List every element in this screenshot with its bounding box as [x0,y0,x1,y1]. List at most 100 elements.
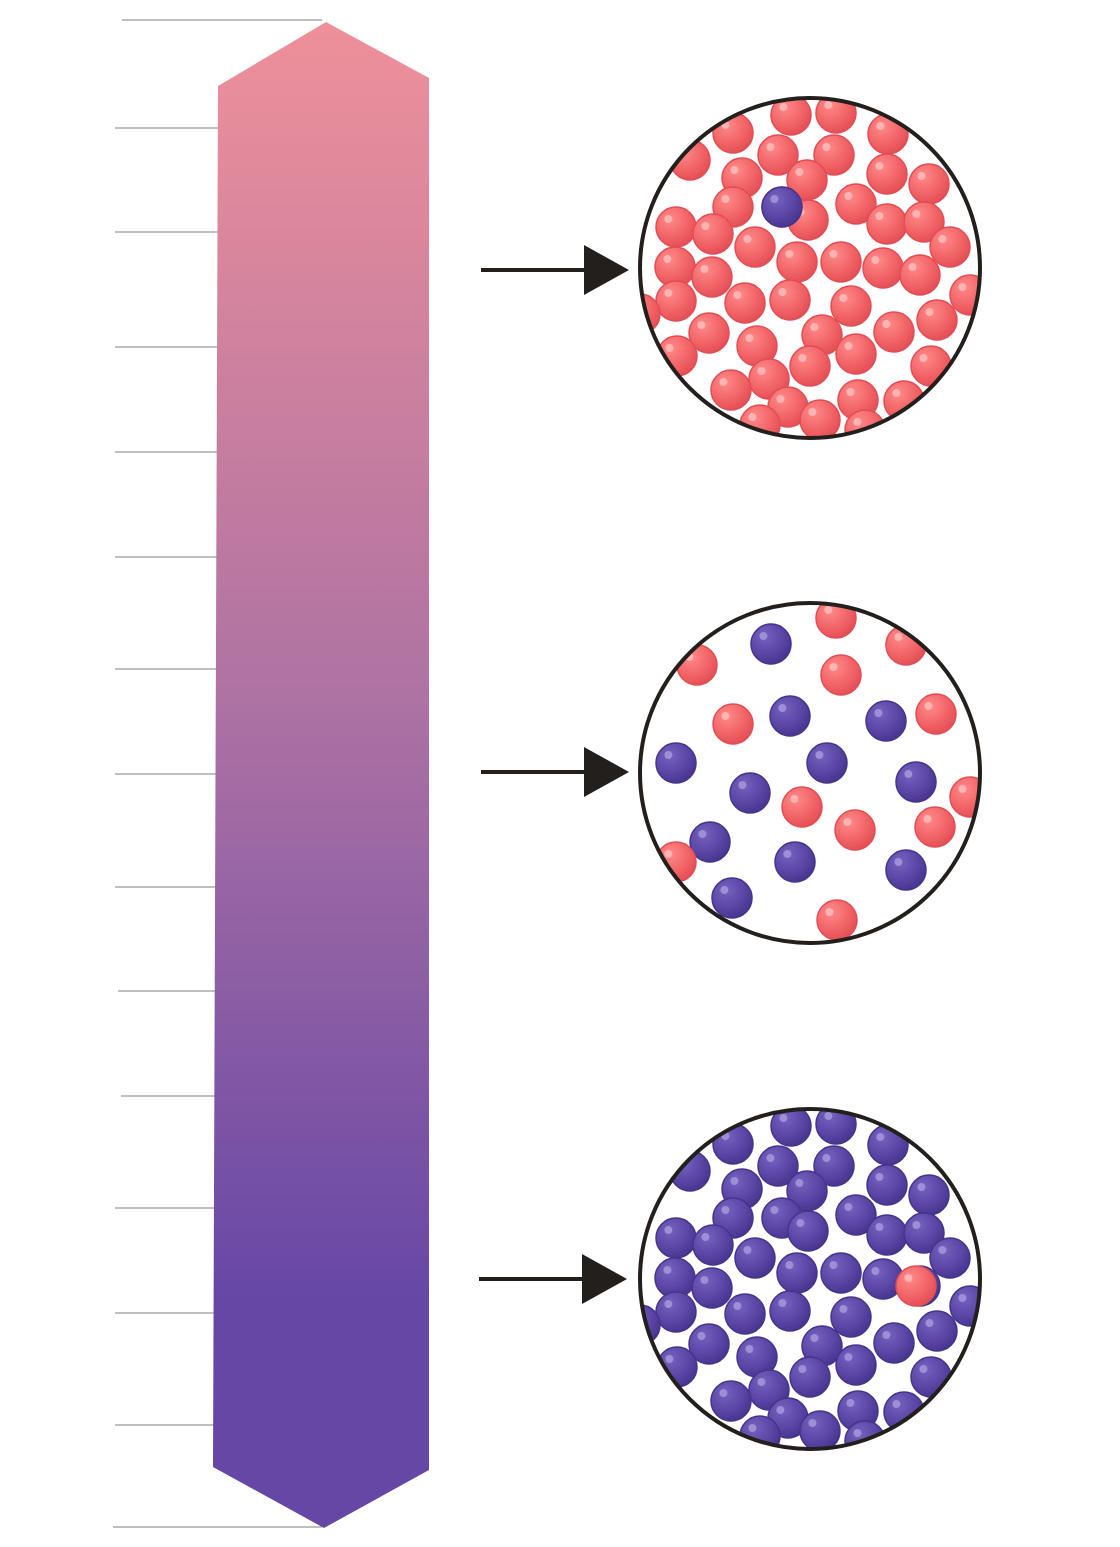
base-particle [908,1174,950,1216]
base-particle [750,623,792,665]
acid-particle [830,285,872,327]
sample-circle-bottom [638,1107,982,1451]
base-particle [774,841,816,883]
base-particle [895,761,937,803]
base-particle [724,1293,766,1335]
acid-particle [910,345,952,387]
base-particle [910,1356,952,1398]
arrow-bottom [479,1254,627,1304]
base-particle [787,1210,829,1252]
ph-gradient-bar [213,22,429,1528]
acid-particle [949,776,980,818]
sample-circle-middle [638,601,982,945]
base-particle [929,1237,971,1279]
acid-particle [903,201,945,243]
arrow-top [481,245,629,295]
acid-particle [899,254,941,296]
acid-particle [949,274,980,316]
base-particle [640,1304,661,1346]
acid-particle [915,693,957,735]
base-particle [711,877,753,919]
base-particle [862,1258,904,1300]
base-particle [873,1322,915,1364]
acid-particle [770,98,812,136]
base-particle [835,1344,877,1386]
base-particle [830,1296,872,1338]
base-particle [710,1380,752,1422]
base-particle [688,1323,730,1365]
base-particle [769,695,811,737]
base-particle [866,1164,908,1206]
base-particle [655,1217,697,1259]
base-particle [835,1194,877,1236]
acid-particle [712,703,754,745]
acid-particle [691,256,733,298]
acid-particle [688,312,730,354]
acid-particle [757,134,799,176]
acid-particle [866,153,908,195]
base-particle [903,1212,945,1254]
acid-particle [835,333,877,375]
base-particle [813,1145,855,1187]
base-particle [736,1336,778,1378]
acid-particle [769,279,811,321]
acid-particle [867,113,909,155]
acid-particle [789,345,831,387]
base-particle [655,742,697,784]
acid-particle [914,806,956,848]
base-particle [949,1285,980,1327]
acid-particle [895,1265,937,1307]
base-particle [769,1290,811,1332]
base-particle [655,1291,697,1333]
base-particle [770,1109,812,1147]
acid-particle [712,112,754,154]
base-particle [729,772,771,814]
base-particle [866,1214,908,1256]
particle-group [640,98,980,438]
base-particle [867,1124,909,1166]
base-particle [734,1237,776,1279]
acid-particle [781,786,823,828]
base-particle [692,1224,734,1266]
base-particle [761,186,803,228]
acid-particle [692,213,734,255]
acid-particle [655,206,697,248]
base-particle [885,849,927,891]
base-particle [820,1252,862,1294]
base-particle [689,821,731,863]
acid-particle [929,226,971,268]
base-particle [757,1145,799,1187]
acid-particle [820,241,862,283]
acid-particle [776,241,818,283]
base-particle [799,1410,841,1449]
arrow-middle [481,747,629,797]
acid-particle [916,299,958,341]
acid-particle [813,134,855,176]
acid-particle [908,163,950,205]
acid-particle [835,183,877,225]
acid-particle [655,280,697,322]
acid-particle [801,314,843,356]
base-particle [865,700,907,742]
base-particle [712,1123,754,1165]
acid-particle [724,282,766,324]
sample-circle-top [638,96,982,440]
acid-particle [820,654,862,696]
acid-particle [816,899,858,941]
base-particle [776,1252,818,1294]
acid-particle [734,226,776,268]
acid-particle [799,399,841,438]
base-particle [806,742,848,784]
acid-particle [640,293,661,335]
acid-particle [834,809,876,851]
base-particle [786,1170,828,1212]
acid-particle [866,203,908,245]
acid-particle [873,311,915,353]
acid-particle [676,644,718,686]
acid-particle [710,369,752,411]
particle-group [640,1109,980,1449]
base-particle [789,1356,831,1398]
base-particle [916,1310,958,1352]
acid-particle [862,247,904,289]
